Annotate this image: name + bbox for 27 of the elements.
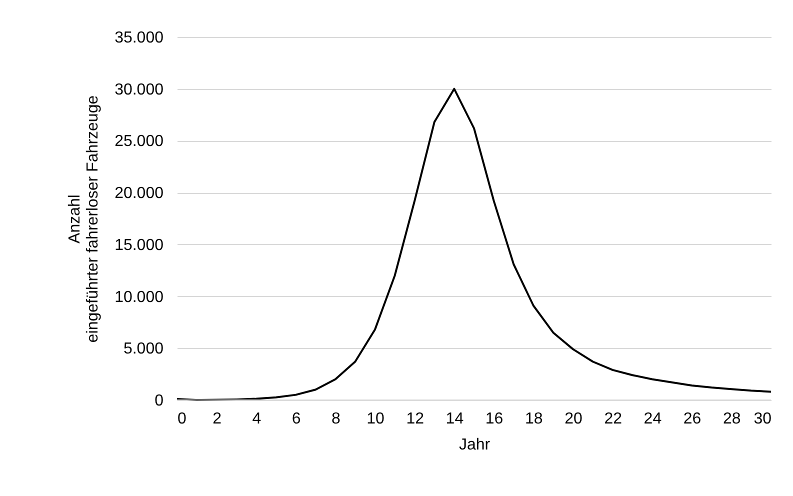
x-tick-label: 6 bbox=[292, 410, 301, 428]
y-tick-label: 15.000 bbox=[114, 236, 164, 254]
x-tick-label: 22 bbox=[604, 410, 622, 428]
x-tick-label: 18 bbox=[525, 410, 543, 428]
x-axis-title: Jahr bbox=[458, 436, 491, 454]
x-tick-label: 16 bbox=[485, 410, 504, 428]
x-tick-label: 0 bbox=[178, 410, 186, 428]
x-tick-label: 26 bbox=[683, 410, 702, 428]
y-tick-label: 25.000 bbox=[114, 133, 164, 150]
x-tick-label: 2 bbox=[212, 410, 222, 428]
y-tick-label: 5.000 bbox=[123, 340, 164, 358]
y-tick-label: 20.000 bbox=[114, 185, 164, 202]
x-tick-label: 4 bbox=[252, 410, 262, 428]
line-series bbox=[176, 88, 772, 401]
x-tick-label: 30 bbox=[754, 410, 772, 428]
y-axis-title: Anzahl eingeführter fahrerloser Fahrzeuge bbox=[66, 95, 102, 343]
x-tick-label: 14 bbox=[446, 410, 464, 428]
x-tick-label: 10 bbox=[366, 410, 384, 428]
y-tick-label: 10.000 bbox=[114, 288, 164, 306]
x-tick-label: 12 bbox=[406, 410, 424, 428]
x-tick-label: 8 bbox=[331, 410, 340, 428]
y-tick-label: 30.000 bbox=[114, 81, 164, 98]
x-tick-label: 28 bbox=[723, 410, 741, 428]
x-tick-label: 20 bbox=[564, 410, 582, 428]
y-tick-label: 35.000 bbox=[114, 30, 164, 46]
x-tick-label: 24 bbox=[644, 410, 662, 428]
y-tick-label: 0 bbox=[154, 392, 164, 410]
